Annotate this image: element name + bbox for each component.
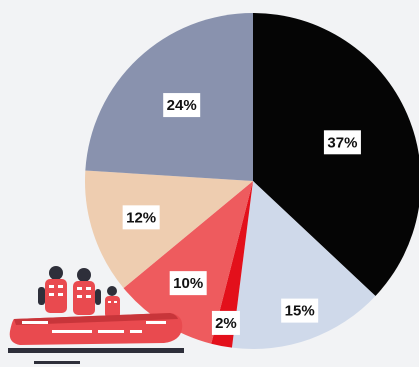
boat-hull bbox=[8, 313, 184, 364]
slice-label-background bbox=[323, 130, 361, 155]
pie-labels: 37% 15% 2% 10% 12% 24% bbox=[122, 93, 361, 335]
rescuer-figure-2 bbox=[73, 268, 101, 315]
slice-label: 10% bbox=[169, 271, 207, 296]
rescuer-figure-3 bbox=[105, 286, 120, 318]
slice-label-background bbox=[122, 205, 160, 230]
pie-slice bbox=[253, 13, 419, 297]
slice-label-text: 10% bbox=[173, 275, 203, 292]
pie-slice bbox=[231, 181, 376, 349]
slice-label-text: 2% bbox=[215, 315, 237, 332]
rescuer-figure-1 bbox=[38, 266, 67, 313]
slice-label: 24% bbox=[163, 93, 201, 118]
pie-slice bbox=[123, 181, 253, 344]
slice-label-background bbox=[211, 310, 240, 335]
pie-slice bbox=[211, 181, 253, 348]
slice-label: 37% bbox=[323, 130, 361, 155]
slice-label: 12% bbox=[122, 205, 160, 230]
slice-label-text: 12% bbox=[126, 209, 156, 226]
pie-slice bbox=[85, 170, 253, 289]
slice-label-text: 37% bbox=[327, 134, 357, 151]
slice-label: 15% bbox=[281, 298, 319, 323]
slice-label-text: 24% bbox=[167, 97, 197, 114]
slice-label: 2% bbox=[211, 310, 240, 335]
rescue-boat-illustration bbox=[8, 266, 184, 364]
slice-label-background bbox=[281, 298, 319, 323]
slice-label-background bbox=[169, 271, 207, 296]
slice-label-text: 15% bbox=[285, 303, 315, 320]
slice-label-background bbox=[163, 93, 201, 118]
